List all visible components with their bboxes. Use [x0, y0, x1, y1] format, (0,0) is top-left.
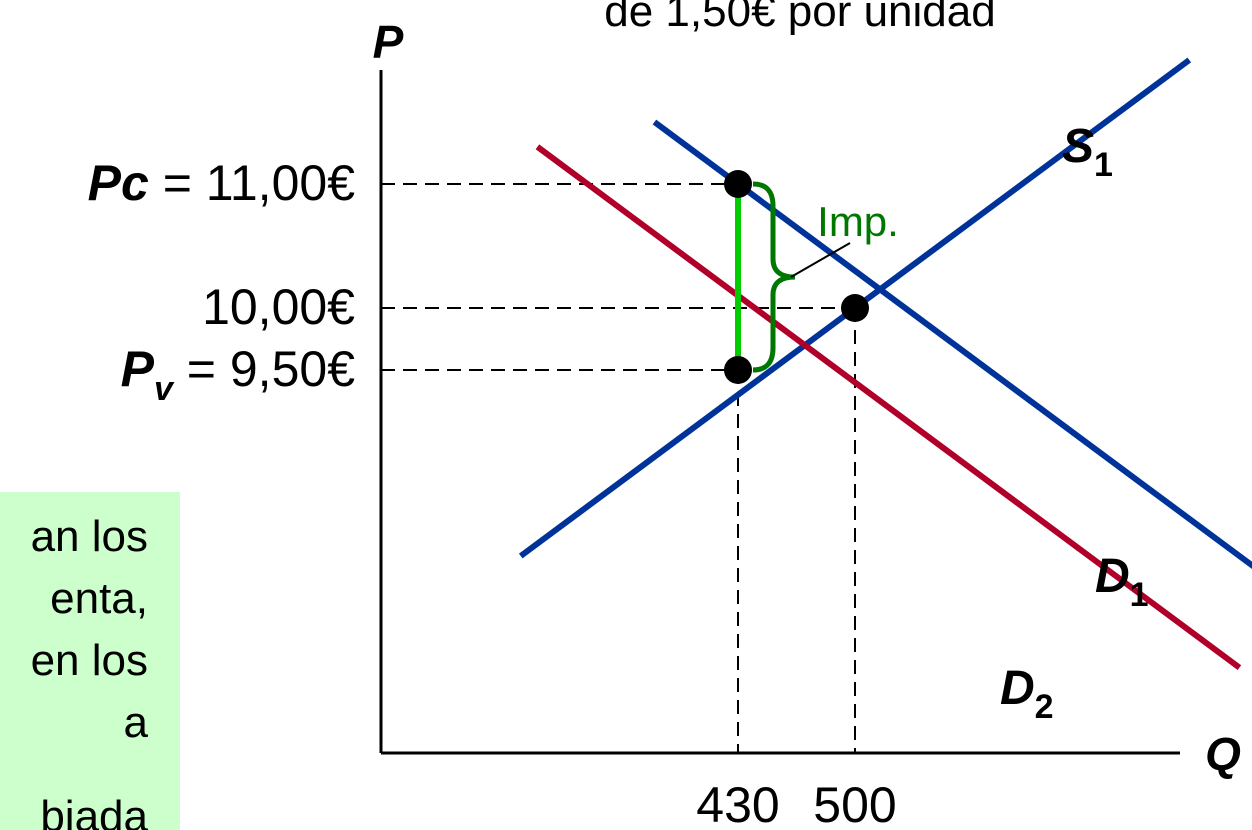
note-box: an los enta, en los a biada — [0, 492, 180, 830]
note-line-1: an los — [30, 512, 148, 561]
x-axis-label: Q — [1205, 728, 1241, 780]
price-tick-eq-2: = — [173, 341, 230, 397]
y-axis-label: P — [373, 16, 404, 68]
equilibrium-point-2 — [724, 356, 752, 384]
curve-label-s1: S1 — [1062, 120, 1113, 184]
curve-label-sub-s1: 1 — [1094, 146, 1113, 184]
price-tick-label-2: Pv = 9,50€ — [121, 341, 356, 408]
price-tick-prefix-2: P — [121, 341, 155, 397]
tax-wedge: Imp. — [735, 181, 899, 373]
tick-labels: S1 D1 D2 Pc = 11,00€ 10,00€ Pv = 9,50€ 430 500 — [88, 120, 1149, 830]
price-tick-label-0: Pc = 11,00€ — [88, 155, 356, 211]
note-line-3: en los — [30, 636, 148, 685]
curve-label-d1: D1 — [1095, 550, 1149, 614]
price-tick-value-2: 9,50€ — [230, 341, 355, 397]
tax-label: Imp. — [817, 198, 899, 245]
curve-label-d2: D2 — [1000, 662, 1054, 726]
quantity-tick-label-0: 430 — [696, 777, 779, 830]
curve-label-sub-d1: 1 — [1130, 576, 1149, 614]
equilibrium-point-0 — [724, 170, 752, 198]
equilibrium-point-1 — [841, 294, 869, 322]
price-tick-eq-0: = — [149, 155, 206, 211]
chart-title-fragment: de 1,50€ por unidad — [604, 0, 995, 36]
note-line-4: a — [123, 698, 148, 747]
curve-label-sub-d2: 2 — [1035, 688, 1054, 726]
guide-lines — [381, 183, 856, 753]
tax-pointer-line — [790, 242, 851, 278]
price-tick-value-0: 11,00€ — [206, 155, 355, 211]
price-tick-prefix-sub-2: v — [154, 370, 175, 408]
note-line-5: biada — [40, 792, 148, 830]
note-line-2: enta, — [50, 574, 148, 623]
quantity-tick-label-1: 500 — [813, 777, 896, 830]
equilibrium-points — [724, 170, 869, 384]
price-tick-label-1: 10,00€ — [202, 279, 355, 335]
curve-d2 — [535, 144, 1242, 671]
tax-brace — [752, 181, 796, 373]
price-tick-value-1: 10,00€ — [202, 279, 355, 335]
price-tick-prefix-0: Pc — [88, 155, 149, 211]
